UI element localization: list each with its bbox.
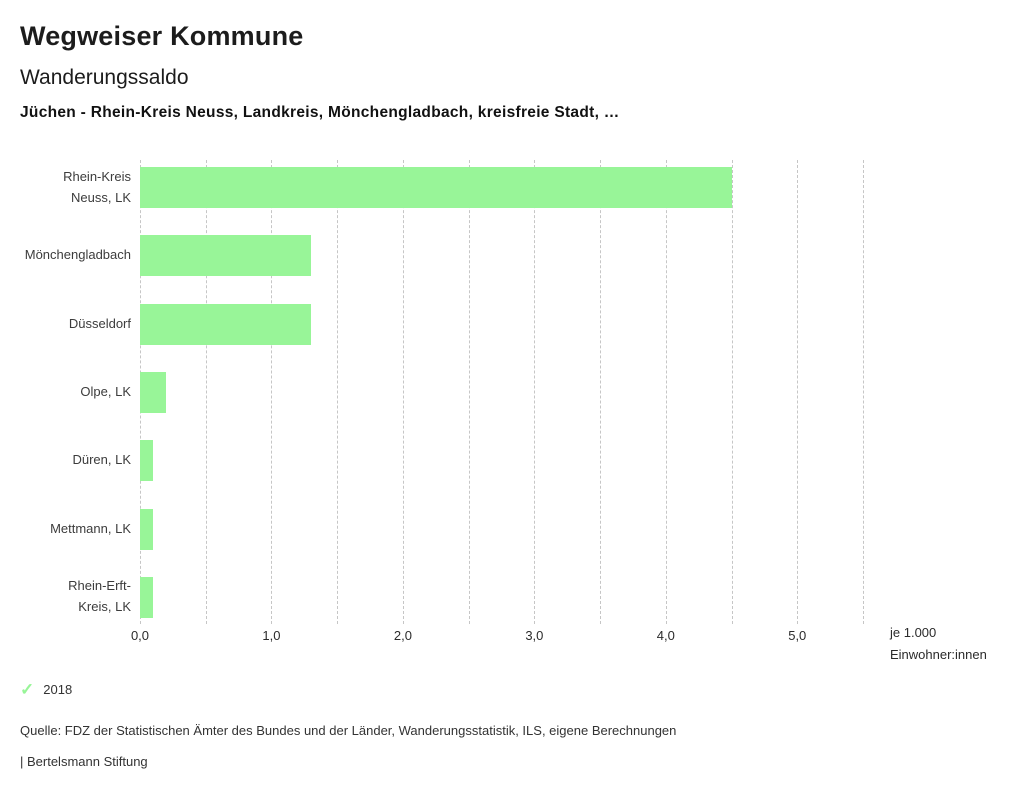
category-label: Mettmann, LK [50, 520, 131, 536]
bar[interactable] [140, 440, 154, 482]
chart-subtitle: Jüchen - Rhein-Kreis Neuss, Landkreis, M… [20, 104, 620, 121]
category-label: Düren, LK [72, 452, 131, 468]
bar[interactable] [140, 235, 311, 277]
bar[interactable] [140, 576, 154, 618]
app-title: Wegweiser Kommune [20, 21, 304, 51]
gridline [468, 160, 470, 624]
gridline [337, 160, 339, 624]
category-label: Mönchengladbach [24, 247, 131, 263]
attribution: | Bertelsmann Stiftung [20, 754, 148, 769]
gridline [205, 160, 207, 624]
legend-label: 2018 [43, 682, 73, 697]
x-tick-label: 2,0 [393, 628, 412, 643]
x-tick-label: 0,0 [130, 628, 150, 643]
gridline [271, 160, 273, 624]
x-axis-unit-label: je 1.000 Einwohner:innen [890, 625, 987, 662]
chart-title: Wanderungssaldo [20, 66, 189, 89]
gridline [797, 160, 799, 624]
gridline [534, 160, 536, 624]
gridline [402, 160, 404, 624]
checkmark-icon: ✓ [20, 680, 35, 699]
bar[interactable] [140, 508, 154, 550]
x-tick-label: 1,0 [262, 628, 281, 643]
gridline [600, 160, 602, 624]
category-label: Olpe, LK [80, 383, 131, 399]
bar[interactable] [140, 303, 311, 345]
category-label: Düsseldorf [68, 315, 131, 331]
x-tick-label: 3,0 [525, 628, 544, 643]
gridline [731, 160, 733, 624]
gridline [863, 160, 864, 624]
bar[interactable] [140, 167, 732, 208]
bar[interactable] [140, 371, 167, 413]
x-tick-label: 4,0 [656, 628, 675, 643]
bar-chart: Rhein-Kreis Neuss, LK Mönchengladbach Düsse… [24, 160, 864, 643]
category-label: Rhein-Erft- Kreis, LK [68, 578, 131, 615]
legend-item-2018[interactable]: ✓ 2018 [20, 681, 72, 698]
x-tick-label: 5,0 [788, 628, 807, 643]
category-label: Rhein-Kreis Neuss, LK [63, 168, 131, 205]
gridline [665, 160, 667, 624]
source-note: Quelle: FDZ der Statistischen Ämter des … [20, 723, 677, 738]
